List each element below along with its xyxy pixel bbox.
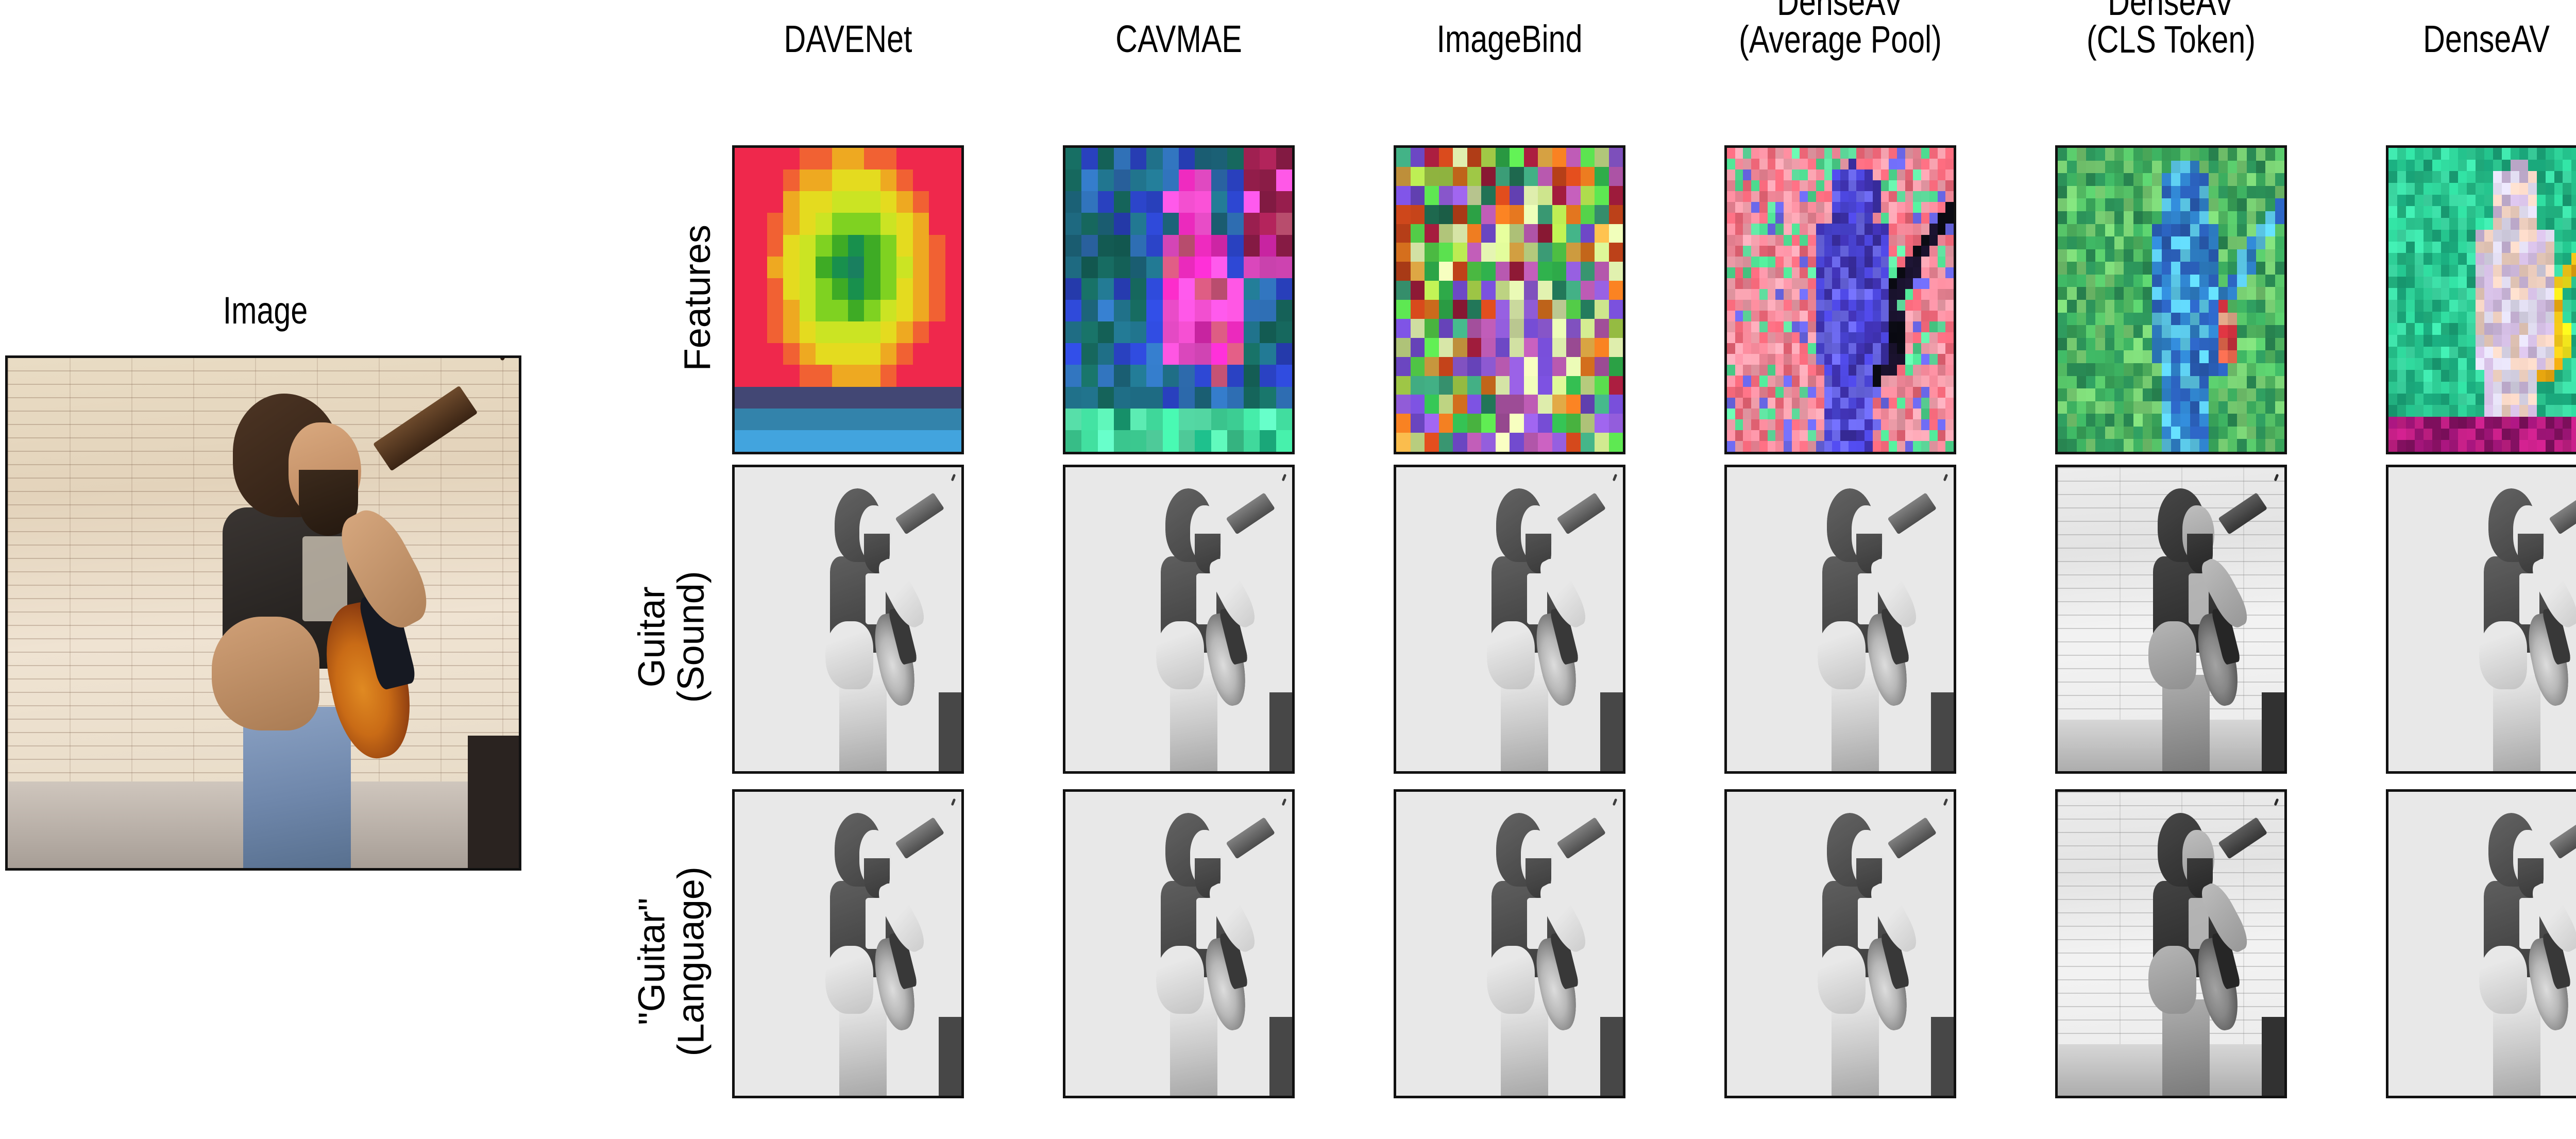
language-heatmap-davenet [732, 789, 964, 1098]
feature-grid [735, 148, 961, 452]
photo-grayscale [1727, 792, 1954, 1096]
language-heatmap-denseav-avgpool [1724, 789, 1956, 1098]
activation-overlay [2058, 467, 2284, 771]
guitarist [212, 358, 510, 868]
row-label-guitar-sound: Guitar (Sound) [631, 571, 712, 703]
photo-grayscale [1396, 792, 1623, 1096]
activation-overlay [1727, 792, 1954, 1096]
feature-grid [1396, 148, 1623, 452]
row-label-features: Features [676, 225, 718, 371]
feature-grid [1065, 148, 1292, 452]
activation-overlay [1065, 792, 1292, 1096]
features-davenet [732, 145, 964, 454]
column-header-denseav-avgpool: DenseAV (Average Pool) [1739, 0, 1942, 61]
features-denseav [2386, 145, 2576, 454]
photo-grayscale [1396, 467, 1623, 771]
activation-overlay [2058, 792, 2284, 1096]
features-cavmae [1063, 145, 1295, 454]
language-heatmap-cavmae [1063, 789, 1295, 1098]
tshirt-print [302, 536, 348, 622]
photo-grayscale [1065, 792, 1292, 1096]
feature-grid [1727, 148, 1954, 452]
activation-overlay [1727, 467, 1954, 771]
photo-grayscale [735, 467, 961, 771]
photo-grayscale [1727, 467, 1954, 771]
column-header-denseav-cls: DenseAV (CLS Token) [2087, 0, 2256, 61]
language-heatmap-denseav [2386, 789, 2576, 1098]
sound-heatmap-cavmae [1063, 465, 1295, 774]
activation-overlay [1396, 467, 1623, 771]
guitarist-photo [8, 358, 519, 868]
row-label-guitar-language: "Guitar" (Language) [631, 866, 712, 1057]
activation-overlay [735, 467, 961, 771]
photo-grayscale [2058, 792, 2284, 1096]
language-heatmap-denseav-cls [2055, 789, 2287, 1098]
photo-grayscale [2388, 792, 2576, 1096]
photo-grayscale [2058, 467, 2284, 771]
activation-overlay [735, 792, 961, 1096]
activation-overlay [2388, 467, 2576, 771]
sound-heatmap-denseav-avgpool [1724, 465, 1956, 774]
source-photo-panel [5, 355, 521, 871]
photo-grayscale [2388, 467, 2576, 771]
image-column-label: Image [223, 289, 308, 332]
features-denseav-cls [2055, 145, 2287, 454]
column-header-denseav: DenseAV [2423, 18, 2550, 60]
feature-grid [2058, 148, 2284, 452]
sound-heatmap-imagebind [1394, 465, 1625, 774]
column-header-imagebind: ImageBind [1436, 18, 1583, 60]
sound-heatmap-denseav [2386, 465, 2576, 774]
features-imagebind [1394, 145, 1625, 454]
column-header-davenet: DAVENet [784, 18, 912, 60]
photo-grayscale [735, 792, 961, 1096]
amplifier [467, 735, 519, 868]
jeans [243, 706, 351, 868]
strumming-arm [212, 617, 320, 730]
sound-heatmap-denseav-cls [2055, 465, 2287, 774]
features-denseav-avgpool [1724, 145, 1956, 454]
activation-overlay [2388, 792, 2576, 1096]
column-header-cavmae: CAVMAE [1115, 18, 1242, 60]
feature-grid [2388, 148, 2576, 452]
sound-heatmap-davenet [732, 465, 964, 774]
activation-overlay [1065, 467, 1292, 771]
photo-grayscale [1065, 467, 1292, 771]
activation-overlay [1396, 792, 1623, 1096]
language-heatmap-imagebind [1394, 789, 1625, 1098]
